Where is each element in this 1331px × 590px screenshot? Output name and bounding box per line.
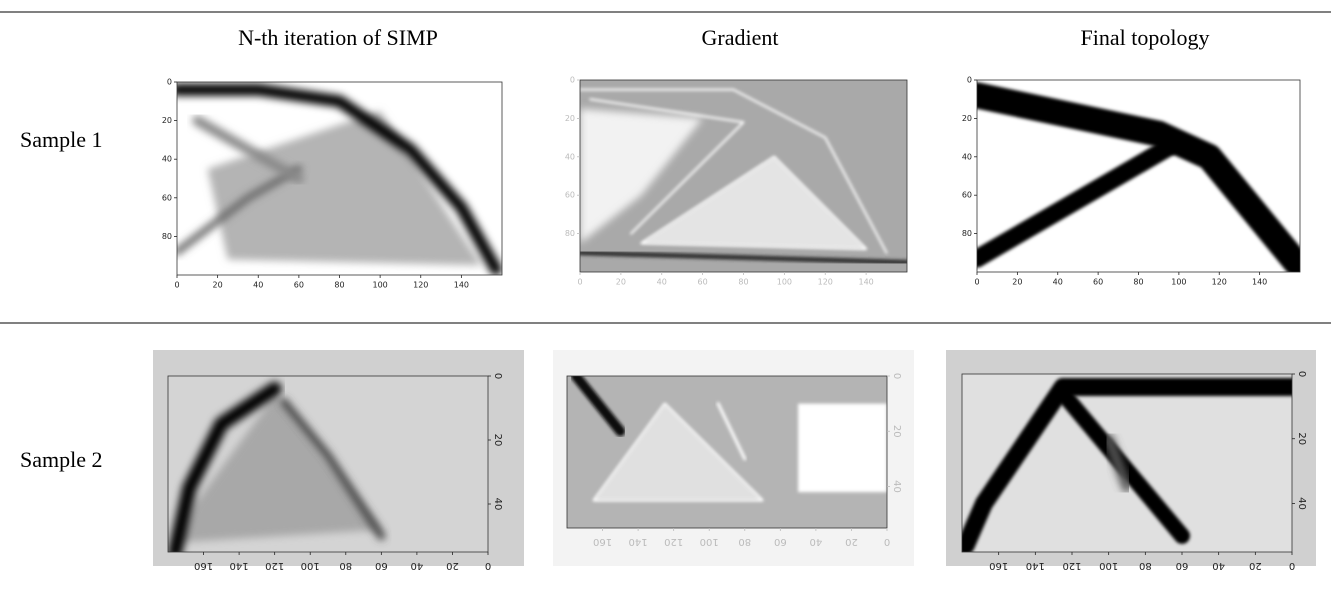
x-tick-label: 100 (1099, 560, 1118, 571)
y-tick-label: 40 (492, 498, 503, 511)
x-tick-label: 0 (974, 278, 979, 287)
topology-image (168, 376, 488, 552)
x-tick-label: 160 (593, 536, 612, 547)
y-tick-label: 20 (162, 116, 172, 125)
column-header: Gradient (702, 25, 779, 50)
x-tick-label: 40 (253, 281, 263, 290)
x-tick-label: 20 (845, 536, 858, 547)
x-tick-label: 120 (664, 536, 683, 547)
x-tick-label: 60 (774, 536, 787, 547)
x-tick-label: 140 (1252, 278, 1267, 287)
x-tick-label: 100 (301, 560, 320, 571)
x-tick-label: 120 (1212, 278, 1227, 287)
x-tick-label: 60 (375, 560, 388, 571)
y-tick-label: 0 (891, 373, 902, 379)
topology-image (977, 80, 1300, 272)
x-tick-label: 120 (1062, 560, 1081, 571)
x-tick-label: 140 (629, 536, 648, 547)
x-tick-label: 80 (738, 536, 751, 547)
x-tick-label: 160 (989, 560, 1008, 571)
column-header: N-th iteration of SIMP (238, 25, 438, 50)
topology-image (567, 376, 887, 528)
density-region (798, 404, 887, 492)
x-tick-label: 100 (700, 536, 719, 547)
y-tick-label: 40 (891, 480, 902, 493)
topology-image (580, 80, 907, 272)
x-tick-label: 40 (411, 560, 424, 571)
y-tick-label: 60 (162, 193, 172, 202)
x-tick-label: 0 (485, 560, 491, 571)
x-tick-label: 40 (810, 536, 823, 547)
y-tick-label: 0 (1296, 371, 1307, 377)
x-tick-label: 0 (884, 536, 890, 547)
x-tick-label: 60 (1176, 560, 1189, 571)
x-tick-label: 0 (1289, 560, 1295, 571)
x-tick-label: 60 (698, 278, 708, 287)
x-tick-label: 80 (334, 281, 344, 290)
y-tick-label: 60 (962, 191, 972, 200)
y-tick-label: 80 (162, 232, 172, 241)
y-tick-label: 20 (492, 434, 503, 447)
x-tick-label: 100 (372, 281, 387, 290)
y-tick-label: 20 (565, 114, 575, 123)
y-tick-label: 0 (967, 76, 972, 85)
column-header: Final topology (1081, 25, 1210, 50)
figure: N-th iteration of SIMP Gradient Final to… (0, 0, 1331, 590)
x-tick-label: 0 (577, 278, 582, 287)
x-tick-label: 140 (454, 281, 469, 290)
y-tick-label: 20 (891, 425, 902, 438)
y-tick-label: 20 (1296, 432, 1307, 445)
y-tick-label: 40 (1296, 497, 1307, 510)
x-tick-label: 20 (446, 560, 459, 571)
x-tick-label: 100 (1171, 278, 1186, 287)
x-tick-label: 80 (1133, 278, 1143, 287)
x-tick-label: 60 (294, 281, 304, 290)
row-label: Sample 1 (20, 127, 103, 152)
y-tick-label: 80 (962, 229, 972, 238)
x-tick-label: 160 (194, 560, 213, 571)
x-tick-label: 40 (1053, 278, 1063, 287)
y-tick-label: 20 (962, 114, 972, 123)
y-tick-label: 0 (570, 76, 575, 85)
x-tick-label: 80 (738, 278, 748, 287)
x-tick-label: 80 (339, 560, 352, 571)
y-tick-label: 0 (492, 373, 503, 379)
x-tick-label: 20 (1012, 278, 1022, 287)
y-tick-label: 40 (565, 152, 575, 161)
x-tick-label: 140 (858, 278, 873, 287)
y-tick-label: 40 (962, 152, 972, 161)
x-tick-label: 20 (1249, 560, 1262, 571)
x-tick-label: 120 (265, 560, 284, 571)
topology-image (962, 374, 1292, 552)
topology-image (177, 82, 502, 275)
x-tick-label: 60 (1093, 278, 1103, 287)
row-label: Sample 2 (20, 447, 103, 472)
x-tick-label: 120 (818, 278, 833, 287)
x-tick-label: 40 (657, 278, 667, 287)
x-tick-label: 140 (230, 560, 249, 571)
x-tick-label: 20 (616, 278, 626, 287)
y-tick-label: 40 (162, 155, 172, 164)
x-tick-label: 140 (1026, 560, 1045, 571)
y-tick-label: 80 (565, 229, 575, 238)
y-tick-label: 60 (565, 191, 575, 200)
x-tick-label: 40 (1212, 560, 1225, 571)
y-tick-label: 0 (167, 78, 172, 87)
x-tick-label: 20 (213, 281, 223, 290)
x-tick-label: 120 (413, 281, 428, 290)
x-tick-label: 100 (777, 278, 792, 287)
x-tick-label: 0 (174, 281, 179, 290)
x-tick-label: 80 (1139, 560, 1152, 571)
